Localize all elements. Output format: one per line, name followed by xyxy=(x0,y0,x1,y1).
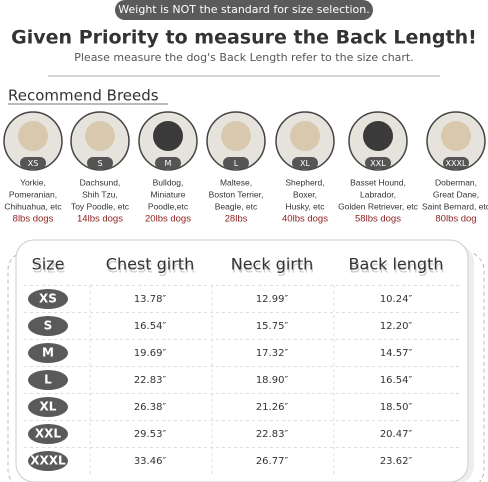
size-tag: XXXL xyxy=(446,159,467,168)
breed-line: Bulldog, xyxy=(153,177,184,187)
size-badge xyxy=(28,316,68,336)
measurement: 12.99″ xyxy=(256,294,289,305)
size-tag: XXL xyxy=(370,159,386,168)
weight: 80lbs dog xyxy=(435,214,476,225)
header-shadow: Back length xyxy=(350,258,445,277)
size-badge xyxy=(28,451,68,471)
measurement: 16.54″ xyxy=(134,321,167,332)
breed-line: Husky, etc xyxy=(285,201,325,211)
breed-line: Toy Poodle, etc xyxy=(71,201,130,211)
size-badge xyxy=(28,370,68,390)
measurement: 16.54″ xyxy=(380,375,413,386)
size-tag-bg xyxy=(365,157,391,169)
weight: 40lbs dogs xyxy=(282,214,328,225)
breed-line: Yorkie, xyxy=(20,177,46,187)
measurement: 13.78″ xyxy=(134,294,167,305)
column-header: Back length xyxy=(349,255,444,274)
breed-line: Great Dane, xyxy=(433,189,479,199)
breed-line: Saint Bernard, etc xyxy=(422,201,488,211)
breeds-heading: Recommend Breeds xyxy=(8,87,159,105)
subtitle: Please measure the dog's Back Length ref… xyxy=(74,51,414,64)
measurement: 14.57″ xyxy=(380,348,413,359)
breed-line: Shih Tzu, xyxy=(82,189,118,199)
breed-line: Dachsund, xyxy=(80,177,121,187)
size-label: XL xyxy=(40,400,57,414)
banner-bg xyxy=(115,0,373,20)
size-tag-bg xyxy=(155,157,181,169)
size-tag: M xyxy=(165,159,172,168)
header-shadow: Neck girth xyxy=(232,258,315,277)
measurement: 22.83″ xyxy=(256,429,289,440)
measurement: 33.46″ xyxy=(134,456,167,467)
dog-head xyxy=(290,121,320,151)
dog-head xyxy=(85,121,115,151)
breed-line: Golden Retriever, etc xyxy=(338,201,419,211)
measurement: 21.26″ xyxy=(256,402,289,413)
breed-line: Pomeranian, xyxy=(9,189,57,199)
weight: 28lbs xyxy=(225,214,248,225)
measurement: 19.69″ xyxy=(134,348,167,359)
size-label: M xyxy=(42,346,54,360)
header-shadow: Size xyxy=(33,258,66,277)
measurement: 29.53″ xyxy=(134,429,167,440)
breed-line: Boxer, xyxy=(293,189,317,199)
measurement: 18.50″ xyxy=(380,402,413,413)
dog-head xyxy=(221,121,251,151)
dog-head xyxy=(18,121,48,151)
weight: 58lbs dogs xyxy=(355,214,401,225)
size-badge xyxy=(28,424,68,444)
size-tag: L xyxy=(234,159,239,168)
measurement: 17.32″ xyxy=(256,348,289,359)
breed-line: Boston Terrier, xyxy=(209,189,264,199)
breed-line: Labrador, xyxy=(360,189,396,199)
size-label: L xyxy=(44,373,52,387)
size-tag: XL xyxy=(300,159,310,168)
weight: 14lbs dogs xyxy=(77,214,123,225)
size-label: XXXL xyxy=(30,454,66,468)
measurement: 10.24″ xyxy=(380,294,413,305)
size-tag-bg xyxy=(292,157,318,169)
column-header: Size xyxy=(32,255,65,274)
measurement: 20.47″ xyxy=(380,429,413,440)
dog-head xyxy=(441,121,471,151)
size-tag-bg xyxy=(87,157,113,169)
measurement: 26.77″ xyxy=(256,456,289,467)
breed-line: Maltese, xyxy=(220,177,252,187)
size-tag: S xyxy=(97,159,102,168)
card xyxy=(15,239,469,482)
dog-head xyxy=(363,121,393,151)
breed-line: Beagle, etc xyxy=(215,201,258,211)
size-label: S xyxy=(44,319,53,333)
measurement: 22.83″ xyxy=(134,375,167,386)
size-label: XS xyxy=(39,292,57,306)
weight: 20lbs dogs xyxy=(145,214,191,225)
size-tag-bg xyxy=(20,157,46,169)
measurement: 12.20″ xyxy=(380,321,413,332)
size-tag-bg xyxy=(443,157,469,169)
size-badge xyxy=(28,343,68,363)
column-header: Chest girth xyxy=(106,255,194,274)
dog-head xyxy=(153,121,183,151)
measurement: 26.38″ xyxy=(134,402,167,413)
measurement: 23.62″ xyxy=(380,456,413,467)
size-tag-bg xyxy=(223,157,249,169)
breed-line: Miniature xyxy=(151,189,186,199)
title: Given Priority to measure the Back Lengt… xyxy=(11,27,477,49)
breed-line: Chihuahua, etc xyxy=(4,201,62,211)
size-tag: XS xyxy=(28,159,39,168)
measurement: 15.75″ xyxy=(256,321,289,332)
breed-line: Poodle,etc xyxy=(148,201,189,211)
size-label: XXL xyxy=(35,427,62,441)
weight: 8lbs dogs xyxy=(13,214,54,225)
breed-line: Basset Hound, xyxy=(350,177,406,187)
column-header: Neck girth xyxy=(231,255,314,274)
size-badge xyxy=(28,397,68,417)
breed-line: Doberman, xyxy=(435,177,477,187)
banner: Weight is NOT the standard for size sele… xyxy=(118,3,369,16)
size-badge xyxy=(28,289,68,309)
measurement: 18.90″ xyxy=(256,375,289,386)
breed-line: Shepherd, xyxy=(285,177,324,187)
header-shadow: Chest girth xyxy=(107,258,195,277)
